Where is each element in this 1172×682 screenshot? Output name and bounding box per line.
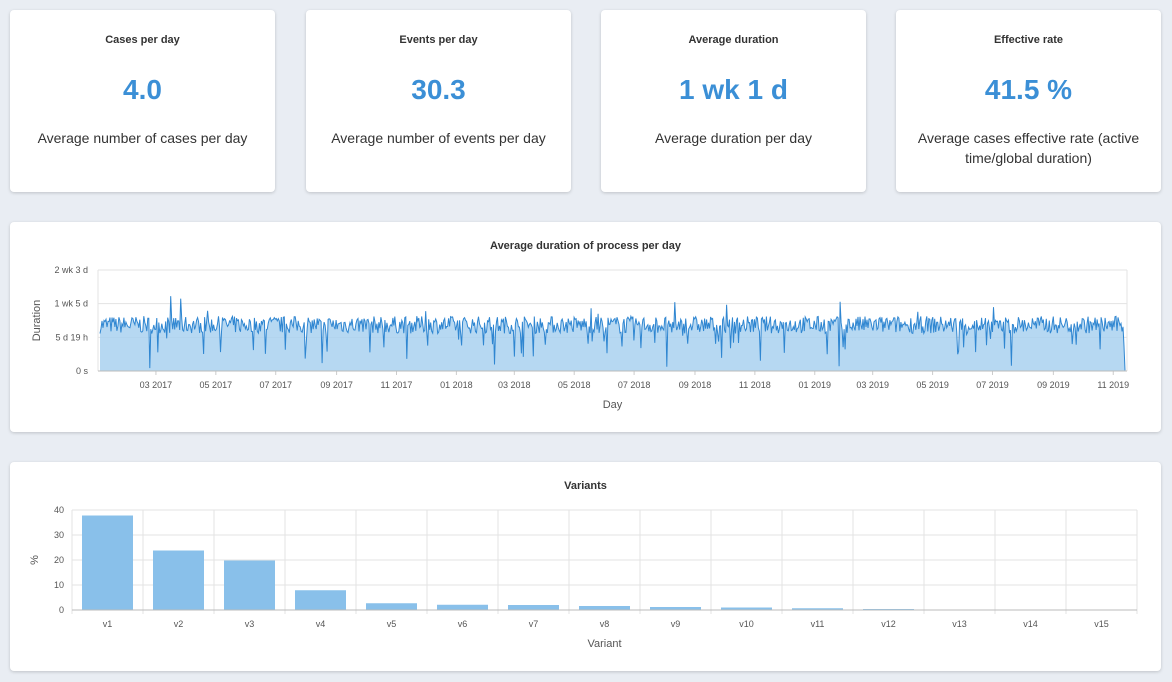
variant-bar <box>792 608 843 610</box>
variant-bar <box>650 607 701 610</box>
x-tick-label: 05 2017 <box>200 380 233 390</box>
x-tick-label: 07 2019 <box>976 380 1009 390</box>
x-tick-label: v10 <box>739 619 754 629</box>
x-tick-label: v2 <box>174 619 184 629</box>
variants-chart-card: Variants 0 10 20 30 40 v1 v2 v3 v4 v5 v6 v7 v8 v9 v10 v… <box>10 462 1161 671</box>
variant-bar <box>295 590 346 610</box>
kpi-subtitle: Average number of events per day <box>331 130 546 146</box>
x-axis-label: Variant <box>587 638 621 650</box>
y-tick-label: 1 wk 5 d <box>54 299 88 309</box>
kpi-card-cases: Cases per day 4.0 Average number of case… <box>10 10 275 192</box>
kpi-value: 30.3 <box>411 74 466 105</box>
variant-bar <box>82 515 133 610</box>
x-tick-label: v11 <box>811 619 825 629</box>
x-tick-label: v12 <box>881 619 896 629</box>
variant-bar <box>366 603 417 610</box>
x-tick-label: v9 <box>671 619 681 629</box>
kpi-title: Cases per day <box>105 34 180 46</box>
kpi-title: Effective rate <box>993 34 1064 46</box>
y-tick-label: 0 s <box>76 366 89 376</box>
variant-bar <box>153 550 204 610</box>
x-axis-label: Day <box>603 399 623 411</box>
x-tick-label: 11 2018 <box>739 380 771 390</box>
x-tick-label: v13 <box>952 619 967 629</box>
duration-area <box>100 296 1125 371</box>
kpi-card-events: Events per day 30.3 Average number of ev… <box>306 10 571 192</box>
x-tick-label: 11 2019 <box>1097 380 1129 390</box>
kpi-card-effective-rate: Effective rate 41.5 % Average cases effe… <box>896 10 1161 192</box>
x-tick-label: 09 2019 <box>1037 380 1070 390</box>
x-tick-label: v8 <box>600 619 610 629</box>
x-tick-label: v7 <box>529 619 539 629</box>
y-tick-label: 30 <box>54 530 64 540</box>
variant-bar <box>721 607 772 610</box>
x-tick-label: 01 2019 <box>798 380 831 390</box>
kpi-value: 41.5 % <box>984 74 1073 105</box>
variants-chart-title: Variants <box>564 480 607 492</box>
y-axis-label: % <box>29 555 41 565</box>
duration-chart-title: Average duration of process per day <box>490 240 681 252</box>
variant-bar <box>579 606 630 610</box>
x-tick-label: v5 <box>387 619 397 629</box>
variants-chart: 0 10 20 30 40 v1 v2 v3 v4 v5 v6 v7 v8 v9 v10 v11 v12 v13 v… <box>29 505 1138 650</box>
x-tick-label: 09 2017 <box>320 380 353 390</box>
kpi-title: Average duration <box>688 34 779 46</box>
x-tick-label: 03 2018 <box>498 380 531 390</box>
x-tick-label: 01 2018 <box>440 380 473 390</box>
x-tick-label: v3 <box>245 619 255 629</box>
x-tick-label: 05 2019 <box>916 380 949 390</box>
variant-bar <box>437 604 488 610</box>
y-axis-label: Duration <box>31 300 43 342</box>
y-tick-label: 2 wk 3 d <box>54 265 88 275</box>
y-tick-label: 40 <box>54 505 64 515</box>
x-tick-label: v4 <box>316 619 326 629</box>
duration-chart-card: Average duration of process per day 0 s 5… <box>10 222 1161 432</box>
duration-line <box>99 296 1126 371</box>
x-tick-label: 03 2017 <box>140 380 173 390</box>
x-tick-label: 11 2017 <box>381 380 413 390</box>
variant-bar <box>508 605 559 610</box>
kpi-subtitle: Average cases effective rate (active tim… <box>917 130 1140 166</box>
kpi-value: 1 wk 1 d <box>679 74 788 105</box>
x-tick-label: v15 <box>1094 619 1109 629</box>
y-tick-label: 20 <box>54 555 64 565</box>
kpi-card-duration: Average duration 1 wk 1 d Average durati… <box>601 10 866 192</box>
kpi-subtitle: Average duration per day <box>655 130 812 146</box>
kpi-subtitle: Average number of cases per day <box>37 130 248 146</box>
x-tick-label: v14 <box>1023 619 1038 629</box>
variant-bar <box>224 560 275 610</box>
duration-chart: 0 s 5 d 19 h 1 wk 5 d 2 wk 3 d 03 2017 05 201… <box>31 265 1129 411</box>
y-tick-label: 10 <box>54 580 64 590</box>
kpi-title: Events per day <box>399 34 478 46</box>
x-tick-label: 05 2018 <box>558 380 591 390</box>
y-tick-label: 0 <box>59 605 64 615</box>
kpi-value: 4.0 <box>123 74 162 105</box>
x-tick-label: 09 2018 <box>679 380 712 390</box>
x-tick-label: 03 2019 <box>856 380 889 390</box>
x-tick-label: v6 <box>458 619 468 629</box>
y-tick-label: 5 d 19 h <box>55 332 88 342</box>
x-tick-label: 07 2018 <box>618 380 651 390</box>
x-tick-label: 07 2017 <box>259 380 292 390</box>
x-tick-label: v1 <box>103 619 113 629</box>
